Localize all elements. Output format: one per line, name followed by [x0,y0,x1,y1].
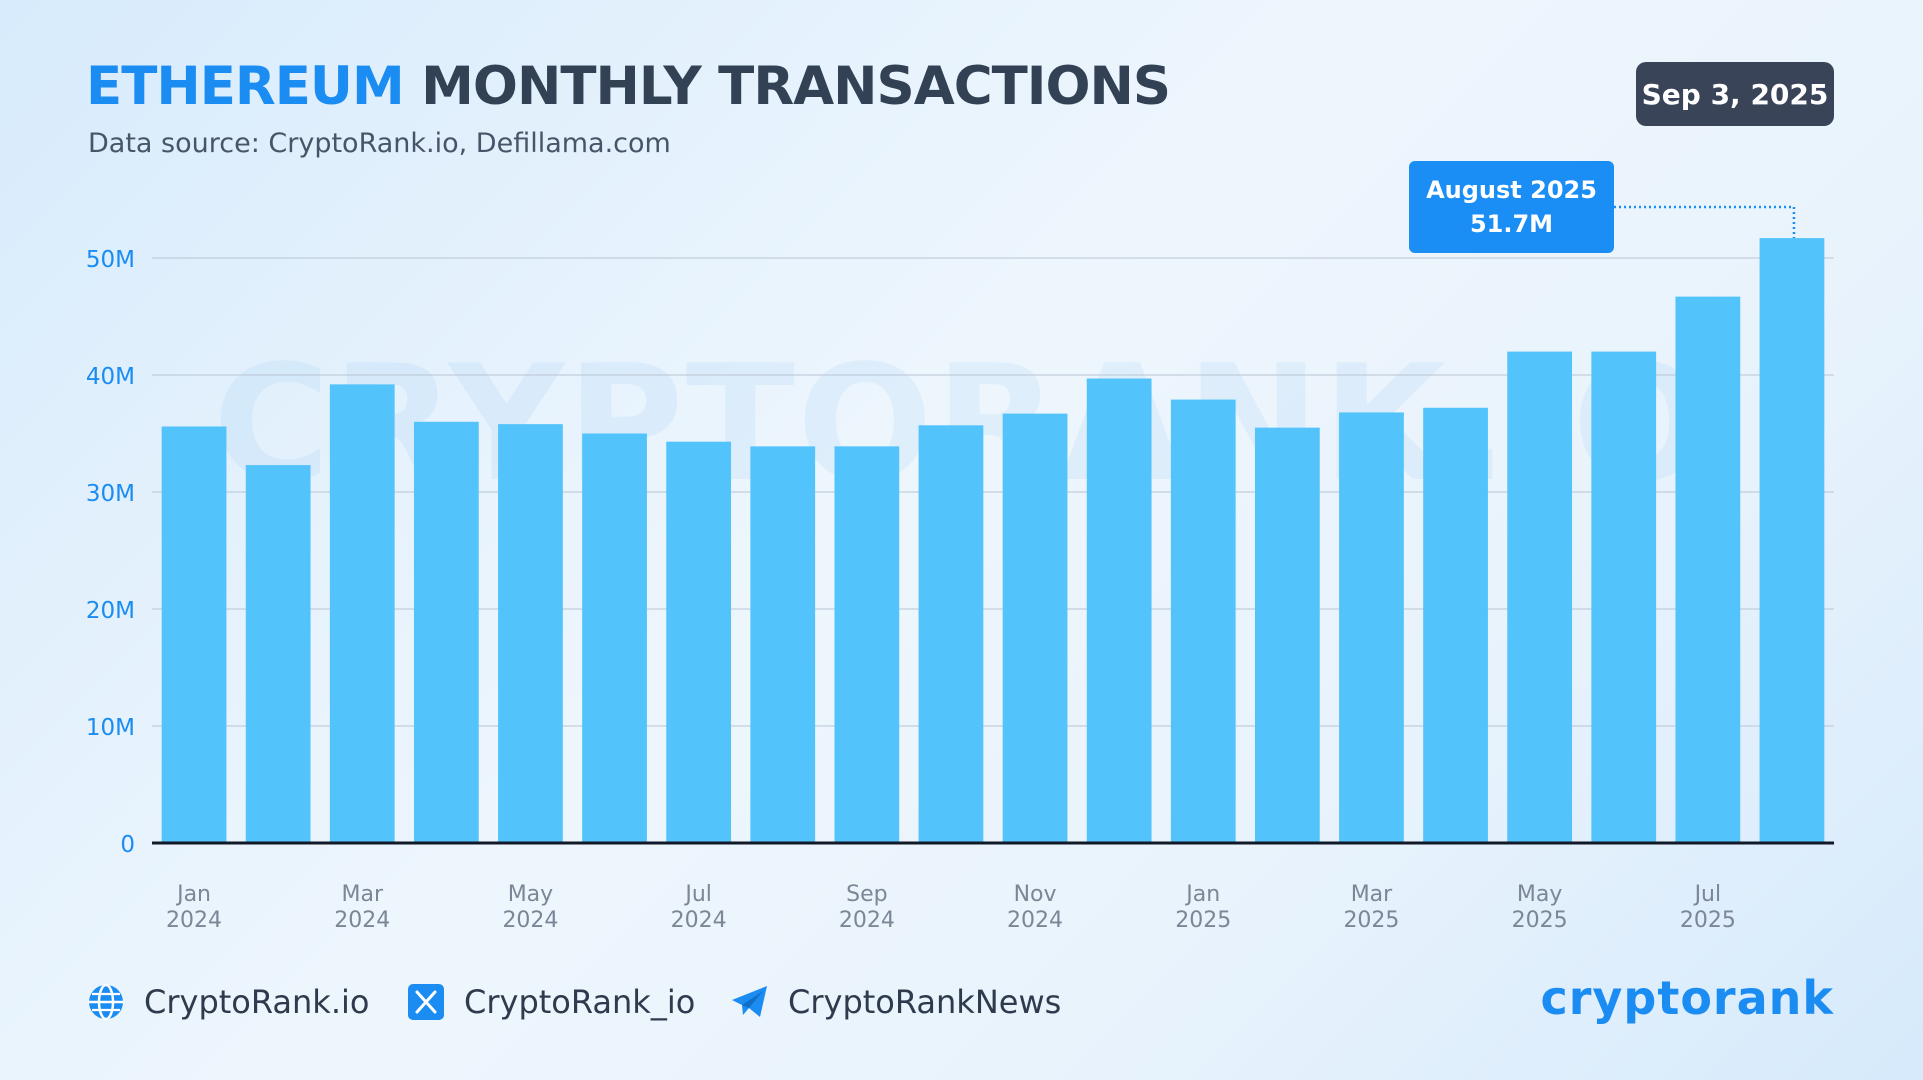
bar [1339,412,1404,843]
x-logo-icon [406,982,446,1022]
highlight-callout: August 2025 51.7M [1409,161,1614,253]
chart-title: ETHEREUM MONTHLY TRANSACTIONS [86,56,1171,117]
x-tick-month: Nov [1014,882,1057,907]
cryptorank-logo: cryptorank [1540,971,1834,1025]
x-tick-month: May [508,882,553,907]
y-tick-label: 30M [86,481,135,507]
x-tick-year: 2024 [334,908,390,933]
bar-chart: 010M20M30M40M50MJan2024Mar2024May2024Jul… [86,205,1834,933]
y-tick-label: 0 [120,832,135,858]
bar [413,421,479,843]
x-tick-year: 2024 [502,908,558,933]
telegram-icon [730,982,770,1022]
bar [750,446,816,843]
callout-leader-line [1614,205,1796,239]
callout-period: August 2025 [1426,176,1597,204]
bar [1002,413,1068,843]
bar [1675,296,1741,843]
footer-telegram[interactable]: CryptoRankNews [730,978,1061,1026]
x-tick-year: 2024 [166,908,222,933]
x-tick-month: May [1517,882,1562,907]
bar [1086,378,1152,843]
bar [918,425,984,843]
footer-x-label: CryptoRank_io [464,983,696,1021]
callout-value: 51.7M [1469,210,1554,238]
footer-website[interactable]: CryptoRank.io [86,978,369,1026]
data-source-subtitle: Data source: CryptoRank.io, Defillama.co… [88,128,671,159]
bar [1170,399,1236,843]
title-rest: MONTHLY TRANSACTIONS [421,56,1171,117]
footer-x-handle[interactable]: CryptoRank_io [406,978,695,1026]
x-tick-year: 2024 [671,908,727,933]
bar [666,441,732,843]
bar [1591,351,1657,843]
y-tick-label: 50M [86,247,135,273]
bar [329,384,395,843]
bar [245,465,311,843]
bar [1507,351,1573,843]
bar [1254,427,1320,843]
footer-website-label: CryptoRank.io [144,983,370,1021]
globe-icon [86,982,126,1022]
x-tick-month: Jul [1693,882,1722,907]
x-tick-year: 2025 [1680,908,1736,933]
x-tick-month: Jul [683,882,712,907]
footer-telegram-label: CryptoRankNews [788,983,1062,1021]
x-tick-month: Sep [846,882,887,907]
y-tick-label: 40M [86,364,135,390]
bar [1759,238,1825,844]
x-tick-year: 2025 [1512,908,1568,933]
bar [834,446,900,843]
x-tick-year: 2024 [1007,908,1063,933]
bar [161,426,227,843]
x-tick-year: 2025 [1175,908,1231,933]
x-tick-year: 2025 [1343,908,1399,933]
bar [582,433,647,843]
x-tick-month: Jan [175,882,211,907]
bar [498,424,563,843]
x-tick-month: Jan [1184,882,1220,907]
bar [1423,407,1488,843]
y-tick-label: 20M [86,598,135,624]
x-tick-month: Mar [341,882,383,907]
date-badge: Sep 3, 2025 [1636,62,1834,126]
title-accent: ETHEREUM [86,56,405,117]
y-tick-label: 10M [86,715,135,741]
x-tick-year: 2024 [839,908,895,933]
x-tick-month: Mar [1351,882,1393,907]
